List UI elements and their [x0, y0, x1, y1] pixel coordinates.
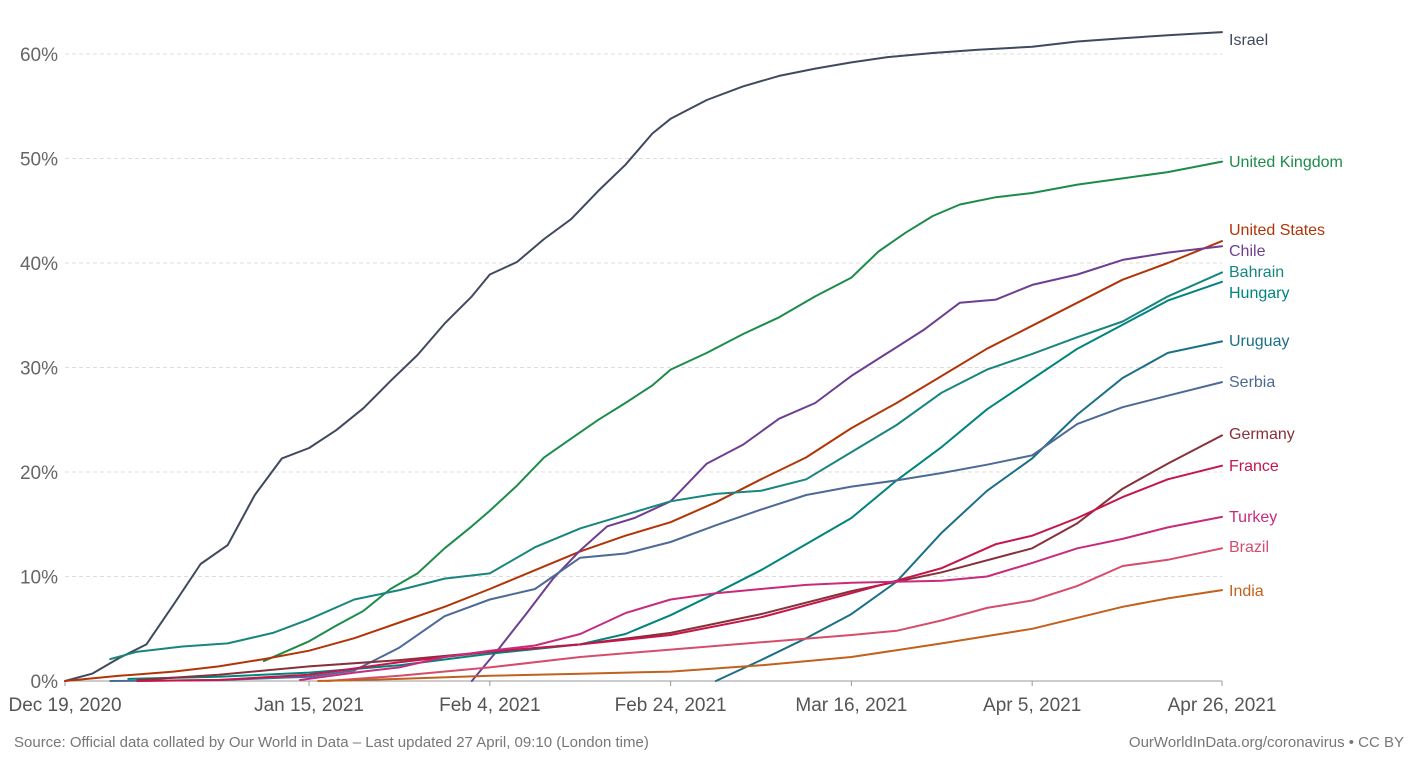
x-tick-label: Feb 4, 2021: [439, 695, 540, 716]
y-tick-label: 20%: [20, 463, 58, 484]
series-line-brazil: [326, 547, 1223, 682]
y-axis-ticks: 0% 10% 20% 30% 40% 50% 60%: [20, 45, 58, 693]
series-label-chile: Chile: [1229, 243, 1266, 260]
gridlines: [65, 53, 1222, 682]
y-tick-label: 0%: [31, 672, 59, 693]
series-label-france: France: [1229, 458, 1279, 475]
series-line-chile: [470, 245, 1223, 682]
series-line-united-states: [64, 240, 1223, 682]
series-line-turkey: [299, 515, 1223, 681]
series-lines: [64, 31, 1223, 682]
source-note: Source: Official data collated by Our Wo…: [14, 734, 649, 751]
series-label-india: India: [1229, 583, 1264, 600]
series-label-uruguay: Uruguay: [1229, 333, 1289, 350]
x-tick-label: Apr 26, 2021: [1168, 695, 1277, 716]
y-tick-label: 40%: [20, 254, 58, 275]
series-line-germany: [136, 434, 1223, 681]
x-tick-label: Apr 5, 2021: [983, 695, 1081, 716]
series-labels: Israel United Kingdom United States Chile Ba…: [1229, 32, 1343, 600]
series-line-france: [136, 464, 1223, 682]
series-line-serbia: [109, 381, 1223, 682]
series-label-turkey: Turkey: [1229, 509, 1277, 526]
series-label-bahrain: Bahrain: [1229, 264, 1284, 281]
x-tick-label: Dec 19, 2020: [8, 695, 121, 716]
series-label-israel: Israel: [1229, 32, 1268, 49]
series-line-israel: [64, 31, 1223, 682]
series-line-uruguay: [714, 340, 1223, 682]
series-label-hungary: Hungary: [1229, 285, 1289, 302]
x-tick-label: Mar 16, 2021: [795, 695, 907, 716]
series-line-bahrain: [109, 271, 1223, 661]
y-tick-label: 50%: [20, 150, 58, 171]
x-tick-label: Feb 24, 2021: [615, 695, 727, 716]
series-label-serbia: Serbia: [1229, 374, 1275, 391]
series-label-united-kingdom: United Kingdom: [1229, 154, 1343, 171]
y-tick-label: 10%: [20, 568, 58, 589]
y-tick-label: 30%: [20, 359, 58, 380]
y-tick-label: 60%: [20, 45, 58, 66]
series-label-germany: Germany: [1229, 426, 1295, 443]
series-line-hungary: [127, 280, 1223, 680]
series-line-india: [317, 589, 1223, 682]
series-label-brazil: Brazil: [1229, 539, 1269, 556]
x-tick-label: Jan 15, 2021: [254, 695, 364, 716]
series-label-united-states: United States: [1229, 222, 1325, 239]
license-link[interactable]: OurWorldInData.org/coronavirus • CC BY: [1128, 734, 1404, 751]
series-line-united-kingdom: [262, 160, 1223, 663]
x-axis-ticks: Dec 19, 2020 Jan 15, 2021 Feb 4, 2021 Feb 2…: [8, 681, 1276, 716]
